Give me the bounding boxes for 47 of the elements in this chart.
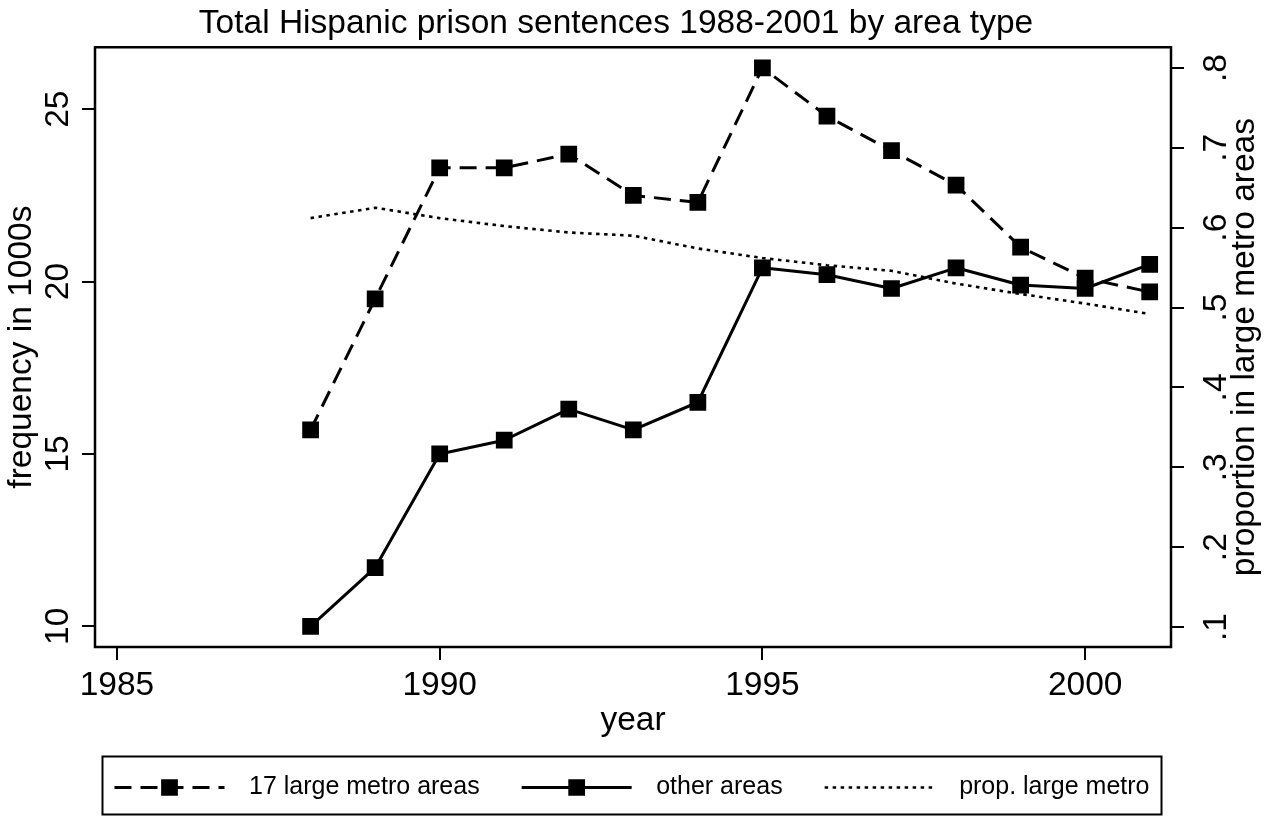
point — [754, 259, 771, 277]
x-axis-title: year — [600, 700, 666, 738]
point — [818, 266, 836, 284]
legend-label: other areas — [656, 771, 783, 800]
point — [1012, 276, 1029, 294]
y-tick-label: 20 — [38, 262, 76, 301]
point — [1141, 283, 1159, 301]
y-axis-title: frequency in 1000s — [1, 205, 39, 489]
point — [689, 193, 707, 211]
x-tick-label: 1990 — [402, 665, 477, 703]
point — [1012, 238, 1029, 256]
point — [624, 187, 642, 204]
point — [624, 421, 642, 439]
x-tick-label: 1995 — [725, 665, 800, 703]
point — [689, 393, 707, 411]
point — [1141, 256, 1159, 273]
x-tick-label: 1985 — [79, 665, 155, 703]
point — [560, 145, 578, 163]
y-tick-label: 25 — [38, 90, 76, 128]
point — [302, 617, 319, 635]
chart-title: Total Hispanic prison sentences 1988-2001 by area type — [198, 3, 1034, 41]
y2-tick-label: .2 — [1196, 533, 1234, 562]
point — [947, 176, 965, 194]
point — [431, 159, 449, 177]
legend-label: prop. large metro — [959, 771, 1150, 800]
point — [1076, 269, 1094, 287]
point — [560, 400, 578, 418]
y2-tick-label: .5 — [1196, 293, 1234, 322]
point — [883, 280, 900, 297]
point — [366, 290, 384, 308]
y-tick-label: 15 — [38, 435, 76, 473]
y2-tick-label: .8 — [1196, 53, 1234, 82]
point — [883, 142, 900, 159]
point — [947, 259, 965, 277]
legend-label: 17 large metro areas — [249, 771, 480, 800]
point — [431, 445, 449, 463]
point — [754, 59, 771, 77]
point — [366, 559, 384, 577]
y2-tick-label: .1 — [1196, 613, 1234, 642]
y2-tick-label: .6 — [1196, 213, 1234, 242]
point — [495, 159, 513, 177]
y2-tick-label: .7 — [1196, 133, 1234, 162]
point — [302, 421, 319, 439]
x-tick-label: 2000 — [1047, 665, 1123, 703]
point — [495, 431, 513, 449]
point — [818, 107, 836, 125]
y-tick-label: 10 — [38, 607, 76, 645]
